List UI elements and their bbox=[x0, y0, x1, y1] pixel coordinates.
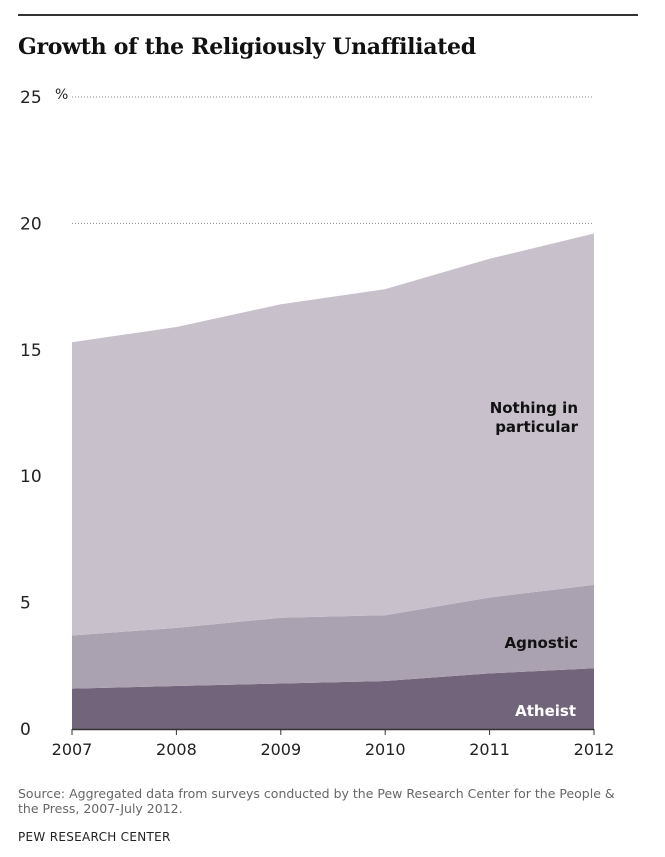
x-tick-label-2009: 2009 bbox=[260, 740, 301, 759]
y-tick-label-15: 15 bbox=[20, 341, 42, 361]
series-label-nothing-line2: particular bbox=[495, 418, 578, 436]
series-label-nothing-line1: Nothing in bbox=[490, 399, 578, 417]
y-unit-label: % bbox=[55, 87, 68, 103]
y-tick-label-10: 10 bbox=[20, 467, 42, 487]
source-note: Source: Aggregated data from surveys con… bbox=[18, 786, 615, 816]
x-tick-label-2007: 2007 bbox=[52, 740, 93, 759]
brand-footer: PEW RESEARCH CENTER bbox=[18, 830, 171, 844]
x-tick-label-2010: 2010 bbox=[365, 740, 406, 759]
y-tick-label-25: 25 bbox=[20, 88, 42, 108]
area-series-2 bbox=[72, 233, 594, 636]
y-tick-label-0: 0 bbox=[20, 720, 31, 740]
x-tick-label-2011: 2011 bbox=[469, 740, 510, 759]
area-series-0 bbox=[72, 668, 594, 729]
chart-title: Growth of the Religiously Unaffiliated bbox=[18, 34, 476, 60]
x-tick-label-2012: 2012 bbox=[574, 740, 615, 759]
series-label-agnostic: Agnostic bbox=[505, 634, 578, 652]
y-tick-label-5: 5 bbox=[20, 594, 31, 614]
y-tick-label-20: 20 bbox=[20, 214, 42, 234]
top-rule bbox=[18, 14, 638, 16]
series-label-atheist: Atheist bbox=[515, 702, 576, 720]
x-tick-label-2008: 2008 bbox=[156, 740, 197, 759]
area-series-1 bbox=[72, 584, 594, 689]
